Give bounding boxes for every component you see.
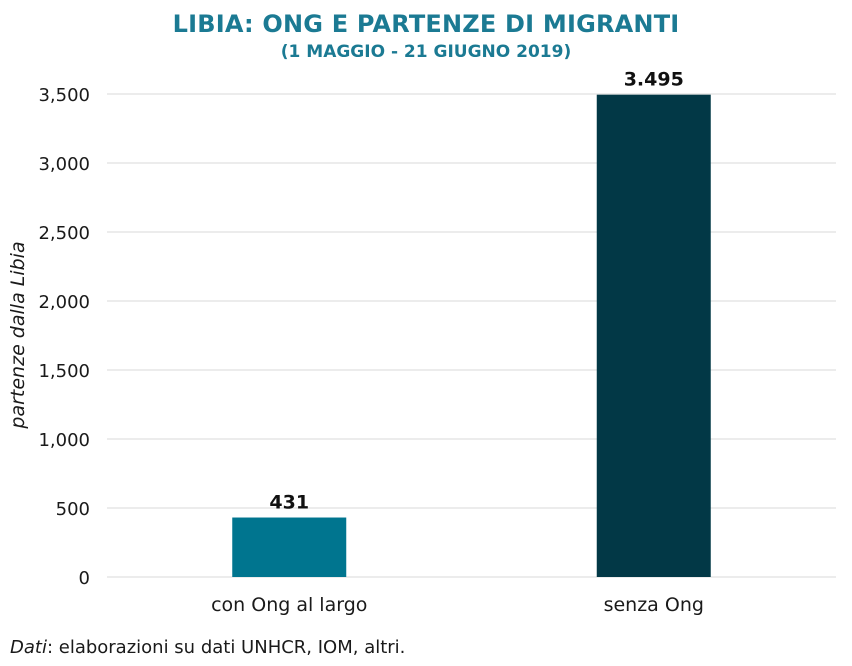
y-tick-label: 2,000: [38, 292, 90, 313]
source-prefix: Dati: [10, 637, 47, 658]
bar: [596, 94, 711, 577]
x-axis-categories: con Ong al largo senza Ong: [211, 594, 704, 616]
chart-subtitle: (1 MAGGIO - 21 GIUGNO 2019): [280, 42, 572, 62]
source-note: Dati: elaborazioni su dati UNHCR, IOM, a…: [10, 637, 405, 658]
y-tick-label: 2,500: [38, 223, 90, 244]
x-category-label: senza Ong: [604, 594, 704, 616]
y-tick-label: 1,500: [38, 361, 90, 382]
bar: [232, 517, 347, 577]
chart-title: LIBIA: ONG E PARTENZE DI MIGRANTI: [172, 10, 680, 38]
bar-value-label: 431: [269, 492, 309, 514]
y-axis-ticks: 0 500 1,000 1,500 2,000 2,500 3,000 3,500: [38, 85, 90, 589]
y-tick-label: 3,000: [38, 154, 90, 175]
y-tick-label: 500: [56, 499, 90, 520]
chart-title-block: LIBIA: ONG E PARTENZE DI MIGRANTI (1 MAG…: [0, 8, 852, 64]
y-axis-label: partenze dalla Libia: [7, 241, 29, 429]
y-tick-label: 1,000: [38, 430, 90, 451]
x-category-label: con Ong al largo: [211, 594, 367, 616]
source-text: : elaborazioni su dati UNHCR, IOM, altri…: [46, 637, 406, 658]
y-tick-label: 3,500: [38, 85, 90, 106]
gridlines: [107, 93, 836, 578]
bars: [232, 94, 711, 577]
value-labels: 431 3.495: [269, 69, 683, 514]
y-tick-label: 0: [79, 568, 90, 589]
bar-value-label: 3.495: [624, 69, 684, 91]
bar-chart: 0 500 1,000 1,500 2,000 2,500 3,000 3,500 431 3.…: [7, 69, 836, 616]
